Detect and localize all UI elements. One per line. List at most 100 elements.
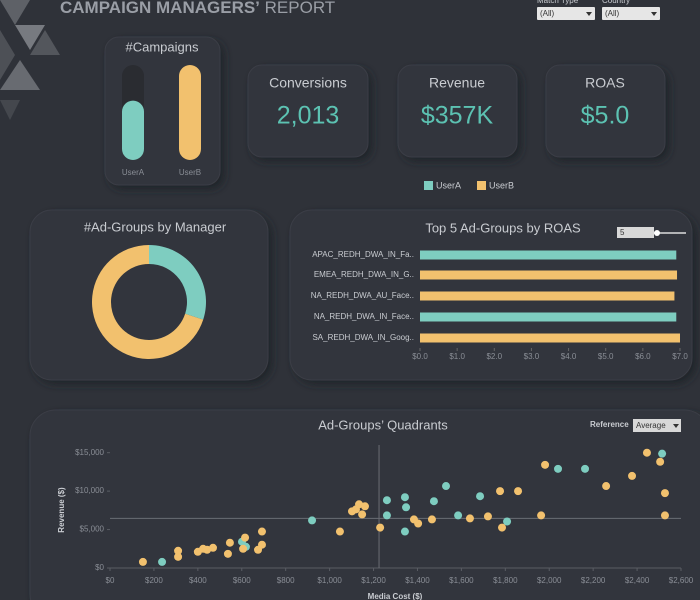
scatter-point xyxy=(414,519,423,528)
scatter-point xyxy=(427,515,436,524)
y-tick-label: NA_REDH_DWA_IN_Face.. xyxy=(314,312,414,321)
filter-value: (All) xyxy=(540,9,555,18)
x-tick-label: $1,400 xyxy=(405,576,430,585)
legend-label: UserA xyxy=(436,180,461,190)
slider-knob[interactable] xyxy=(654,230,660,236)
scatter-point xyxy=(442,482,451,491)
category-label: UserB xyxy=(179,168,201,177)
scatter-point xyxy=(514,487,523,496)
scatter-point xyxy=(658,449,667,458)
reference-dropdown[interactable] xyxy=(633,419,681,432)
scatter-point xyxy=(402,503,411,512)
x-tick-label: $800 xyxy=(277,576,295,585)
x-tick-label: $600 xyxy=(233,576,251,585)
scatter-point xyxy=(239,544,248,553)
reference-value: Average xyxy=(636,421,666,430)
filter-dropdown[interactable] xyxy=(537,7,595,20)
filter-label: Country xyxy=(602,0,630,5)
scatter-point xyxy=(642,448,651,457)
x-tick-label: $2,400 xyxy=(625,576,650,585)
legend-swatch xyxy=(477,181,486,190)
title-light: REPORT xyxy=(265,0,336,17)
scatter-point xyxy=(454,511,463,520)
scatter-point xyxy=(223,549,232,558)
scatter-point xyxy=(358,510,367,519)
dropdown-arrow xyxy=(651,12,657,16)
scatter-point xyxy=(496,487,505,496)
bar xyxy=(420,333,680,343)
x-tick-label: $0.0 xyxy=(412,352,428,361)
scatter-point xyxy=(257,527,266,536)
x-tick-label: $2.0 xyxy=(486,352,502,361)
kpi-value: $5.0 xyxy=(581,102,630,130)
chart-title: #Campaigns xyxy=(126,39,199,54)
scatter-point xyxy=(138,557,147,566)
filter-dropdown[interactable] xyxy=(602,7,660,20)
dropdown-arrow xyxy=(586,12,592,16)
x-tick-label: $2,200 xyxy=(581,576,606,585)
y-tick-label: APAC_REDH_DWA_IN_Fa.. xyxy=(312,250,414,259)
bar xyxy=(420,270,678,280)
donut-segment xyxy=(92,245,204,359)
scatter-point xyxy=(656,457,665,466)
filter-value: (All) xyxy=(605,9,620,18)
top-n-input[interactable] xyxy=(617,227,654,238)
scatter-point xyxy=(465,514,474,523)
scatter-point xyxy=(158,557,167,566)
decoration xyxy=(0,0,60,120)
y-tick-label: $10,000 xyxy=(75,486,104,495)
dropdown-arrow xyxy=(673,424,679,428)
x-tick-label: $1,200 xyxy=(361,576,386,585)
chart-title: Ad-Groups’ Quadrants xyxy=(318,417,448,432)
scatter-point xyxy=(660,511,669,520)
pill-bar xyxy=(122,100,144,160)
x-axis-label: Media Cost ($) xyxy=(368,592,423,600)
scatter-point xyxy=(382,496,391,505)
scatter-point xyxy=(308,516,317,525)
card xyxy=(397,64,518,158)
x-tick-label: $2,000 xyxy=(537,576,562,585)
scatter-point xyxy=(225,538,234,547)
report-title: CAMPAIGN MANAGERS’ REPORT xyxy=(60,0,335,17)
kpi-value: $357K xyxy=(421,102,494,130)
filter-label: Match Type xyxy=(537,0,579,5)
kpi-label: ROAS xyxy=(585,75,625,91)
bar xyxy=(420,312,677,322)
scatter-point xyxy=(174,546,183,555)
legend-swatch xyxy=(424,181,433,190)
x-tick-label: $5.0 xyxy=(598,352,614,361)
donut-segment xyxy=(149,245,207,320)
x-tick-label: $2,600 xyxy=(669,576,694,585)
kpi-label: Conversions xyxy=(269,75,347,91)
x-tick-label: $6.0 xyxy=(635,352,651,361)
scatter-point xyxy=(660,489,669,498)
scatter-point xyxy=(541,460,550,469)
content: Match Type (All) Country (All) Conversions 2,… xyxy=(57,0,694,600)
kpi-label: Revenue xyxy=(429,75,485,91)
x-tick-label: $0 xyxy=(106,576,115,585)
scatter-point xyxy=(602,482,611,491)
x-tick-label: $1,000 xyxy=(317,576,342,585)
category-label: UserA xyxy=(122,168,145,177)
scatter-point xyxy=(476,492,485,501)
scatter-point xyxy=(382,511,391,520)
y-tick-label: $0 xyxy=(95,563,104,572)
reference-label: Reference xyxy=(590,420,629,429)
scatter-point xyxy=(174,552,183,561)
x-tick-label: $4.0 xyxy=(561,352,577,361)
scatter-point xyxy=(208,543,217,552)
y-tick-label: $15,000 xyxy=(75,448,104,457)
x-tick-label: $200 xyxy=(145,576,163,585)
card xyxy=(247,64,369,158)
bar xyxy=(420,250,677,260)
top-n-value: 5 xyxy=(620,228,625,237)
scatter-point xyxy=(537,511,546,520)
scatter-point xyxy=(628,471,637,480)
scatter-point xyxy=(581,464,590,473)
legend-label: UserB xyxy=(489,180,514,190)
scatter-point xyxy=(400,493,409,502)
x-tick-label: $3.0 xyxy=(524,352,540,361)
y-axis-label: Revenue ($) xyxy=(57,487,66,533)
chart-title: #Ad-Groups by Manager xyxy=(84,219,227,234)
chart-title: Top 5 Ad-Groups by ROAS xyxy=(425,220,581,235)
